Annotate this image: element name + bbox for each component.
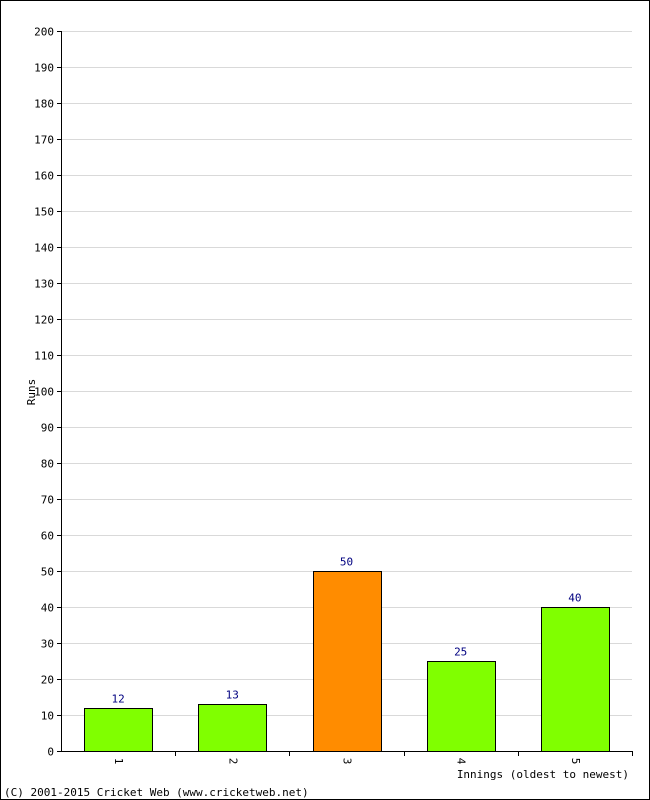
y-tick-label: 200: [34, 26, 54, 39]
x-tick-label-3: 3: [341, 758, 354, 765]
axes: [57, 31, 633, 756]
data-label-2: 13: [226, 689, 239, 702]
y-tick-label: 50: [41, 566, 54, 579]
y-tick-label: 20: [41, 674, 54, 687]
y-tick-label: 10: [41, 710, 54, 723]
y-tick-label: 160: [34, 170, 54, 183]
bar-2: [198, 704, 267, 752]
y-tick-label: 80: [41, 458, 54, 471]
bar-3: [313, 571, 382, 752]
y-axis-title: Runs: [25, 379, 38, 406]
y-tick-label: 130: [34, 278, 54, 291]
data-label-4: 25: [454, 646, 467, 659]
y-tick-label: 170: [34, 134, 54, 147]
y-tick-labels: 0 10 20 30 40 50 60 70 80 90 100 110 120 130 140 150 160…: [34, 26, 54, 759]
data-label-5: 40: [568, 592, 581, 605]
y-tick-label: 70: [41, 494, 54, 507]
x-tick-label-5: 5: [569, 758, 582, 765]
y-tick-label: 0: [47, 746, 54, 759]
x-tick-label-2: 2: [226, 758, 239, 765]
x-tick-label-1: 1: [112, 758, 125, 765]
bar-1: [84, 708, 153, 752]
y-tick-label: 190: [34, 62, 54, 75]
data-label-1: 12: [111, 693, 124, 706]
y-tick-label: 150: [34, 206, 54, 219]
bars: [84, 571, 610, 752]
data-label-3: 50: [340, 556, 353, 569]
y-tick-label: 40: [41, 602, 54, 615]
y-tick-label: 90: [41, 422, 54, 435]
y-tick-label: 60: [41, 530, 54, 543]
gridlines: [61, 31, 632, 716]
y-tick-label: 30: [41, 638, 54, 651]
x-axis-title: Innings (oldest to newest): [457, 768, 629, 781]
bar-5: [541, 607, 610, 752]
y-tick-label: 110: [34, 350, 54, 363]
y-tick-label: 120: [34, 314, 54, 327]
copyright-text: (C) 2001-2015 Cricket Web (www.cricketwe…: [4, 786, 309, 799]
x-tick-label-4: 4: [455, 758, 468, 765]
y-tick-label: 180: [34, 98, 54, 111]
data-labels: 12 13 50 25 40: [111, 556, 581, 706]
bar-4: [427, 661, 496, 752]
x-tick-labels: 1 2 3 4 5: [112, 758, 582, 765]
y-tick-label: 100: [34, 386, 54, 399]
y-tick-label: 140: [34, 242, 54, 255]
